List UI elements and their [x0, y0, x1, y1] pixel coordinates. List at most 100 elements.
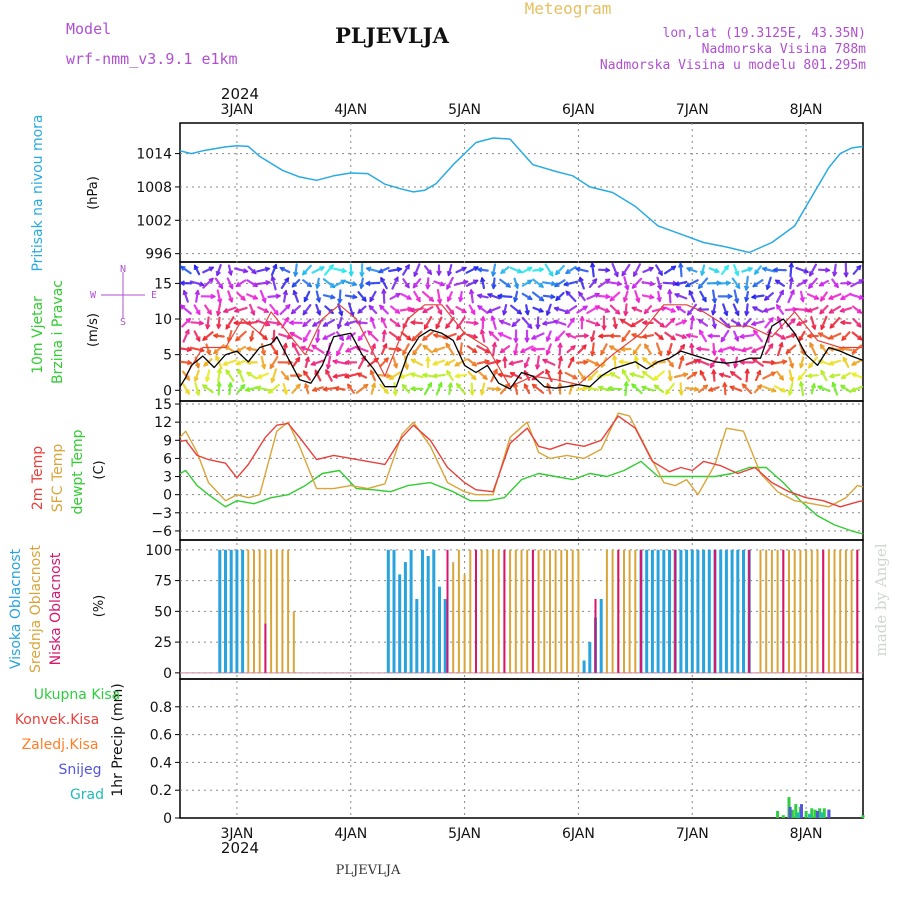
wind-arrow: [459, 342, 463, 357]
wind-arrow-head: [273, 350, 279, 356]
day-label-top: 8JAN: [790, 102, 823, 118]
wind-arrow-head: [780, 334, 787, 340]
wind-arrow-head: [237, 368, 243, 375]
wind-arrow-head: [210, 293, 217, 300]
cloud-bar-high: [736, 549, 740, 673]
wind-arrow: [608, 281, 622, 286]
wind-arrow-head: [425, 284, 431, 290]
footer-station: PLJEVLJA: [336, 863, 401, 878]
wind-arrow-head: [310, 360, 317, 367]
wind-arrow-head: [195, 336, 201, 343]
wind-arrow-head: [579, 315, 585, 322]
cloud-bar-high: [685, 549, 689, 673]
wind-arrow-head: [411, 336, 417, 342]
wind-arrow: [530, 347, 546, 351]
wind-arrow-head: [711, 350, 718, 357]
wind-arrow-head: [776, 303, 782, 310]
wind-arrow-head: [714, 267, 720, 274]
wind-arrow-head: [629, 371, 635, 378]
wind-arrow-head: [828, 334, 834, 340]
wind-arrow: [181, 318, 191, 328]
wind-arrow-head: [347, 383, 353, 389]
wind-arrow-head: [512, 350, 519, 356]
wind-arrow-head: [699, 329, 704, 335]
wind-arrow-head: [858, 294, 865, 300]
wind-arrow-head: [511, 321, 517, 328]
wind-arrow: [563, 280, 579, 286]
wind-arrow-head: [354, 345, 361, 351]
wind-arrow: [412, 343, 422, 356]
wind-arrow-head: [685, 332, 692, 339]
wind-arrow-head: [368, 304, 374, 311]
wind-arrow: [326, 355, 332, 370]
cloud-bar-high: [438, 586, 441, 673]
wind-arrow: [267, 294, 281, 298]
cloud-bar-low: [617, 549, 620, 673]
wind-arrow-head: [222, 360, 228, 367]
wind-arrow-head: [833, 282, 839, 289]
wind-arrow-head: [550, 293, 556, 300]
temp-ylabel2: SFC Temp: [50, 444, 66, 513]
wind-arrow: [667, 342, 673, 356]
wind-arrow: [182, 383, 190, 395]
wind-arrow-head: [282, 389, 289, 396]
wind-arrow-head: [770, 371, 777, 377]
wind-arrow-head: [616, 280, 623, 287]
wind-arrow-head: [785, 348, 791, 354]
y-tick-label: 0: [163, 383, 172, 399]
wind-arrow-head: [659, 322, 666, 328]
wind-arrow-head: [396, 266, 403, 273]
wind-arrow: [446, 276, 454, 290]
cloud-bar-high: [645, 549, 649, 673]
wind-arrow: [389, 318, 401, 328]
wind-arrow: [655, 264, 663, 276]
cloud-bar-high: [662, 549, 666, 673]
wind-arrow: [674, 293, 688, 300]
wind-arrow-head: [344, 359, 350, 366]
wind-arrow: [664, 317, 676, 328]
wind-arrow-head: [383, 388, 389, 395]
wind-arrow-head: [432, 360, 438, 366]
cloud-bar-mid: [270, 549, 273, 673]
cloud-bar-mid: [560, 549, 563, 673]
wind-arrow: [773, 385, 787, 393]
wind-arrow-head: [336, 350, 342, 357]
cloud-bar-mid: [247, 549, 250, 673]
wind-arrow: [281, 317, 289, 329]
precip-bar-total: [776, 811, 780, 818]
wind-arrow-head: [592, 278, 598, 284]
wind-arrow-head: [306, 282, 313, 288]
wind-arrow-head: [527, 266, 533, 272]
wind-arrow-head: [657, 350, 663, 357]
wind-arrow: [435, 316, 443, 329]
wind-arrow: [190, 321, 204, 325]
wind-arrow: [709, 356, 719, 369]
wind-arrow: [195, 290, 199, 303]
wind-arrow-head: [856, 322, 862, 328]
wind-arrow-head: [607, 385, 613, 392]
wind-arrow: [234, 306, 248, 313]
wind-arrow: [180, 265, 192, 275]
wind-arrow-head: [201, 384, 208, 390]
wind-arrow: [223, 306, 237, 313]
credit: made by Angel: [872, 543, 890, 656]
wind-arrow-head: [404, 263, 410, 270]
wind-arrow-head: [790, 318, 796, 324]
wind-arrow: [787, 289, 795, 304]
wind-arrow-head: [765, 284, 771, 291]
wind-arrow-head: [446, 369, 452, 376]
wind-arrow: [214, 277, 224, 289]
wind-arrow-head: [392, 363, 399, 369]
wind-arrow-head: [186, 359, 193, 366]
wind-arrow-head: [402, 350, 408, 356]
wind-arrow-head: [246, 371, 252, 377]
wind-arrow-head: [409, 372, 416, 378]
wind-arrow: [344, 373, 358, 378]
cloud-bar-mid: [292, 611, 295, 673]
wind-arrow: [510, 304, 522, 315]
wind-arrow-head: [619, 318, 626, 324]
wind-arrow: [613, 355, 617, 370]
wind-arrow-head: [261, 297, 267, 304]
wind-arrow-head: [850, 372, 857, 378]
wind-arrow-head: [184, 328, 190, 335]
